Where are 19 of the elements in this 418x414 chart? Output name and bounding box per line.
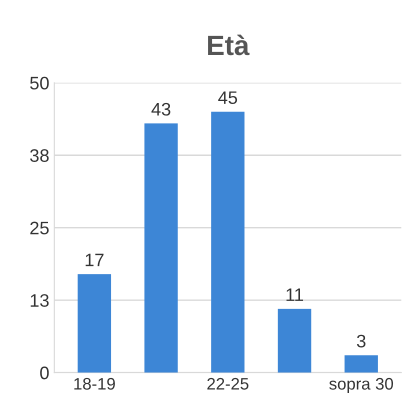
y-tick-label: 13 — [30, 294, 49, 307]
x-tick-label: 18-19 — [74, 378, 115, 390]
data-label: 43 — [151, 102, 170, 116]
chart-title: Età — [208, 34, 250, 56]
x-tick-label: 22-25 — [207, 378, 248, 390]
data-label: 3 — [356, 334, 366, 348]
bar — [144, 123, 178, 373]
bar — [211, 112, 244, 373]
bar — [78, 274, 112, 373]
data-label: 17 — [86, 254, 104, 266]
bar — [344, 355, 378, 373]
data-label: 11 — [286, 288, 304, 301]
bar — [278, 308, 312, 373]
data-label: 45 — [218, 91, 238, 104]
y-tick-label: 0 — [40, 366, 49, 380]
x-tick-label: sopra 30 — [329, 378, 394, 393]
y-tick-label: 50 — [30, 76, 49, 90]
y-tick-label: 25 — [30, 222, 49, 234]
y-tick-label: 38 — [30, 149, 49, 162]
